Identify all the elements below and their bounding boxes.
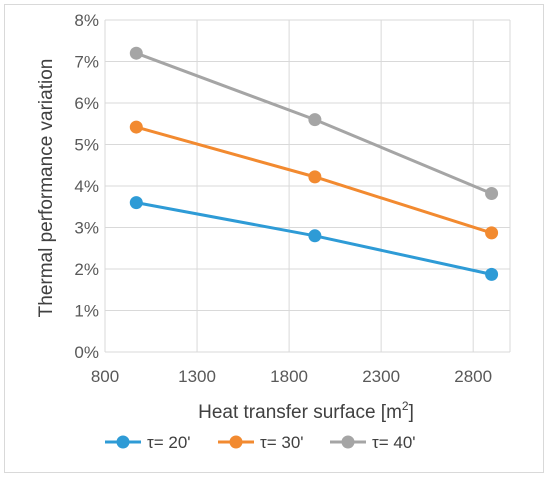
- y-tick-label: 3%: [74, 219, 99, 238]
- y-axis-title: Thermal performance variation: [36, 59, 57, 318]
- data-point: [129, 120, 143, 134]
- x-tick-label: 1300: [178, 367, 216, 386]
- x-axis-title: Heat transfer surface [m2]: [198, 399, 414, 423]
- y-tick-label: 7%: [74, 53, 99, 72]
- data-point: [308, 170, 322, 184]
- legend-item: τ= 40': [330, 433, 416, 452]
- y-tick-label: 1%: [74, 302, 99, 321]
- y-tick-label: 5%: [74, 136, 99, 155]
- series-group: [129, 46, 499, 281]
- legend-marker: [229, 435, 243, 449]
- series-1: [129, 196, 499, 281]
- y-tick-label: 0%: [74, 343, 99, 362]
- legend-label: τ= 30': [260, 433, 304, 452]
- x-tick-label: 2800: [454, 367, 492, 386]
- legend-marker: [116, 435, 130, 449]
- legend-label: τ= 40': [372, 433, 416, 452]
- legend-label: τ= 20': [147, 433, 191, 452]
- y-tick-label: 6%: [74, 94, 99, 113]
- x-tick-label: 800: [91, 367, 119, 386]
- data-point: [129, 46, 143, 60]
- y-tick-label: 2%: [74, 260, 99, 279]
- legend: τ= 20' τ= 30' τ= 40': [105, 433, 416, 452]
- series-2: [129, 120, 499, 240]
- legend-item: τ= 30': [218, 433, 304, 452]
- data-point: [308, 113, 322, 127]
- data-point: [485, 267, 499, 281]
- chart-frame: [4, 4, 544, 473]
- x-axis-title-main: Heat transfer surface [m: [198, 402, 402, 423]
- x-axis-title-suffix: ]: [409, 402, 414, 423]
- data-point: [129, 196, 143, 210]
- gridlines: [104, 19, 511, 353]
- series-3: [129, 46, 499, 200]
- y-tick-labels: 0% 1% 2% 3% 4% 5% 6% 7% 8%: [74, 11, 99, 362]
- data-point: [308, 229, 322, 243]
- legend-item: τ= 20': [105, 433, 191, 452]
- y-tick-label: 4%: [74, 177, 99, 196]
- data-point: [485, 226, 499, 240]
- x-tick-label: 2300: [362, 367, 400, 386]
- x-tick-labels: 800 1300 1800 2300 2800: [91, 367, 492, 386]
- x-tick-label: 1800: [270, 367, 308, 386]
- legend-marker: [341, 435, 355, 449]
- y-tick-label: 8%: [74, 11, 99, 30]
- x-axis-title-superscript: 2: [402, 399, 409, 413]
- data-point: [485, 186, 499, 200]
